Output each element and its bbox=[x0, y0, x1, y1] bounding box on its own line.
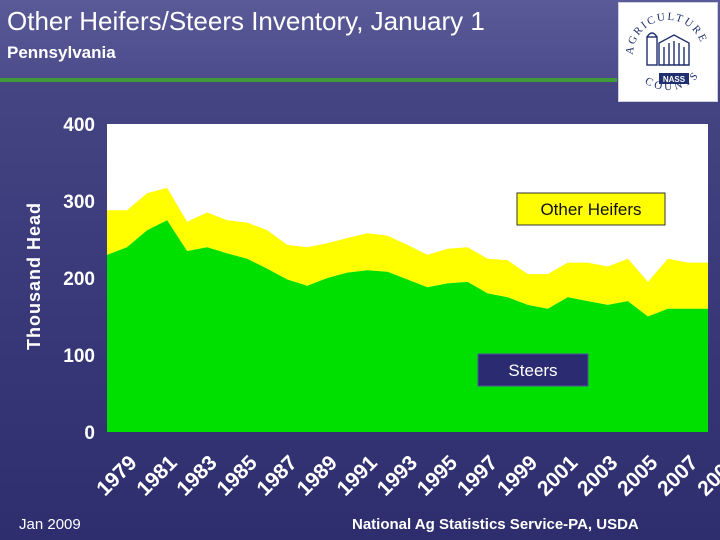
x-tick-label: 1995 bbox=[413, 451, 463, 501]
header-rule bbox=[0, 78, 617, 82]
x-tick-label: 1981 bbox=[132, 451, 182, 501]
annotation-heifers-box bbox=[516, 192, 666, 226]
y-tick-labels: 0 100 200 300 400 bbox=[63, 115, 95, 444]
series-annotations: Other Heifers Steers bbox=[477, 192, 666, 387]
logo-barn-icon bbox=[646, 32, 690, 66]
y-tick-label: 400 bbox=[63, 115, 95, 136]
footer-date: Jan 2009 bbox=[19, 516, 81, 533]
x-tick-label: 1979 bbox=[92, 451, 141, 500]
x-tick-label: 1991 bbox=[333, 451, 383, 501]
x-tick-label: 1997 bbox=[453, 451, 502, 500]
header-bar bbox=[0, 0, 720, 80]
annotation-steers-box bbox=[477, 353, 589, 387]
x-tick-label: 1985 bbox=[212, 451, 262, 501]
x-tick-label: 2001 bbox=[533, 451, 583, 501]
page-subtitle: Pennsylvania bbox=[7, 43, 116, 62]
annotation-heifers-label: Other Heifers bbox=[540, 200, 641, 219]
x-tick-label: 2003 bbox=[573, 451, 622, 500]
x-tick-label: 2009 bbox=[693, 451, 720, 500]
logo-badge-text: NASS bbox=[663, 75, 686, 84]
x-tick-label: 1987 bbox=[253, 451, 302, 500]
y-tick-label: 300 bbox=[63, 192, 95, 213]
y-tick-label: 0 bbox=[84, 423, 95, 444]
x-tick-label: 1983 bbox=[172, 451, 221, 500]
x-tick-label: 2005 bbox=[613, 451, 663, 501]
y-tick-label: 100 bbox=[63, 346, 95, 367]
logo-badge bbox=[659, 73, 689, 84]
agriculture-counts-logo: AGRICULTURE COUNTS NASS bbox=[618, 2, 718, 102]
x-tick-label: 1989 bbox=[293, 451, 342, 500]
x-tick-label: 2007 bbox=[653, 451, 702, 500]
heifers-area bbox=[107, 187, 708, 317]
x-tick-label: 1993 bbox=[373, 451, 422, 500]
nass-logo-icon: AGRICULTURE COUNTS NASS bbox=[624, 11, 708, 93]
annotation-steers-label: Steers bbox=[508, 361, 557, 380]
x-tick-labels: 1979198119831985198719891991199319951997… bbox=[92, 451, 720, 501]
y-tick-label: 200 bbox=[63, 269, 95, 290]
y-axis-label: Thousand Head bbox=[24, 202, 44, 350]
footer-source: National Ag Statistics Service-PA, USDA bbox=[352, 516, 639, 533]
page-title: Other Heifers/Steers Inventory, January … bbox=[7, 6, 485, 36]
x-tick-label: 1999 bbox=[493, 451, 542, 500]
